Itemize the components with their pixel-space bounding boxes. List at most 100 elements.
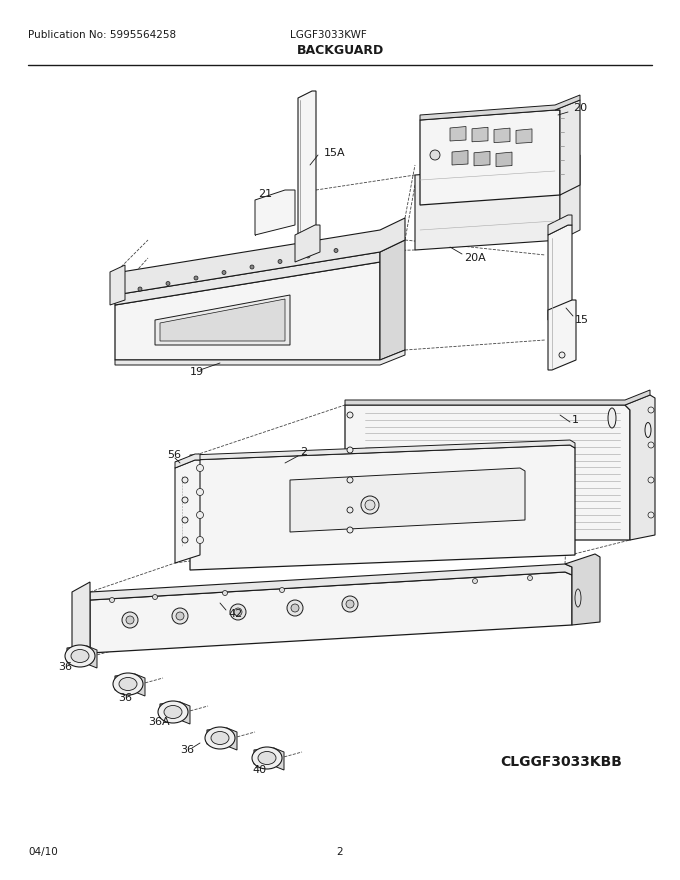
- Ellipse shape: [113, 673, 143, 695]
- Ellipse shape: [119, 678, 137, 691]
- Polygon shape: [72, 648, 90, 662]
- Circle shape: [334, 248, 338, 253]
- Ellipse shape: [65, 645, 95, 667]
- Polygon shape: [345, 390, 650, 405]
- Polygon shape: [452, 150, 468, 165]
- Ellipse shape: [71, 649, 89, 663]
- Polygon shape: [548, 300, 576, 370]
- Circle shape: [347, 507, 353, 513]
- Circle shape: [306, 254, 310, 258]
- Text: 04/10: 04/10: [28, 847, 58, 857]
- Circle shape: [138, 287, 142, 291]
- Polygon shape: [474, 151, 490, 165]
- Circle shape: [197, 488, 203, 495]
- Polygon shape: [180, 702, 190, 724]
- Text: Publication No: 5995564258: Publication No: 5995564258: [28, 30, 176, 40]
- Polygon shape: [175, 454, 200, 468]
- Circle shape: [361, 496, 379, 514]
- Circle shape: [648, 477, 654, 483]
- Polygon shape: [450, 127, 466, 141]
- Circle shape: [182, 477, 188, 483]
- Polygon shape: [494, 128, 510, 143]
- Ellipse shape: [211, 731, 229, 744]
- Polygon shape: [115, 262, 380, 360]
- Text: CLGGF3033KBB: CLGGF3033KBB: [500, 755, 622, 769]
- Polygon shape: [90, 564, 572, 600]
- Polygon shape: [87, 646, 97, 668]
- Text: 2: 2: [300, 447, 307, 457]
- Circle shape: [365, 500, 375, 510]
- Polygon shape: [565, 554, 600, 625]
- Ellipse shape: [205, 727, 235, 749]
- Polygon shape: [380, 240, 405, 360]
- Text: 19: 19: [190, 367, 204, 377]
- Text: 1: 1: [572, 415, 579, 425]
- Text: 20: 20: [573, 103, 587, 113]
- Circle shape: [430, 150, 440, 160]
- Polygon shape: [255, 190, 295, 235]
- Circle shape: [122, 612, 138, 628]
- Polygon shape: [548, 225, 572, 320]
- Circle shape: [648, 407, 654, 413]
- Polygon shape: [115, 674, 135, 692]
- Polygon shape: [516, 128, 532, 143]
- Circle shape: [234, 608, 242, 616]
- Circle shape: [347, 412, 353, 418]
- Ellipse shape: [575, 589, 581, 607]
- Circle shape: [182, 517, 188, 523]
- Polygon shape: [472, 128, 488, 142]
- Ellipse shape: [258, 752, 276, 765]
- Circle shape: [166, 282, 170, 285]
- Circle shape: [182, 497, 188, 503]
- Circle shape: [197, 511, 203, 518]
- Text: 36: 36: [180, 745, 194, 755]
- Circle shape: [559, 352, 565, 358]
- Circle shape: [346, 600, 354, 608]
- Text: 21: 21: [258, 189, 272, 199]
- Polygon shape: [290, 468, 525, 532]
- Polygon shape: [115, 218, 405, 295]
- Circle shape: [279, 588, 284, 592]
- Circle shape: [172, 608, 188, 624]
- Polygon shape: [496, 152, 512, 166]
- Circle shape: [152, 595, 158, 599]
- Polygon shape: [115, 252, 380, 305]
- Circle shape: [222, 590, 228, 596]
- Circle shape: [126, 616, 134, 624]
- Polygon shape: [345, 405, 630, 540]
- Ellipse shape: [645, 422, 651, 437]
- Circle shape: [347, 447, 353, 453]
- Polygon shape: [72, 582, 90, 662]
- Polygon shape: [160, 299, 285, 341]
- Text: 42: 42: [228, 609, 242, 619]
- Circle shape: [648, 512, 654, 518]
- Circle shape: [291, 604, 299, 612]
- Polygon shape: [190, 440, 575, 460]
- Text: 15: 15: [575, 315, 589, 325]
- Circle shape: [109, 598, 114, 603]
- Circle shape: [250, 265, 254, 269]
- Text: 40: 40: [252, 765, 266, 775]
- Polygon shape: [227, 728, 237, 750]
- Circle shape: [182, 537, 188, 543]
- Polygon shape: [254, 748, 274, 766]
- Text: 36: 36: [118, 693, 132, 703]
- Ellipse shape: [158, 701, 188, 723]
- Polygon shape: [67, 646, 87, 664]
- Text: 20A: 20A: [464, 253, 486, 263]
- Text: 15A: 15A: [324, 148, 345, 158]
- Circle shape: [230, 604, 246, 620]
- Polygon shape: [110, 265, 125, 305]
- Circle shape: [278, 260, 282, 263]
- Polygon shape: [190, 445, 575, 570]
- Circle shape: [473, 578, 477, 583]
- Circle shape: [287, 600, 303, 616]
- Polygon shape: [625, 395, 655, 540]
- Ellipse shape: [252, 747, 282, 769]
- Circle shape: [648, 442, 654, 448]
- Text: 36A: 36A: [148, 717, 169, 727]
- Polygon shape: [90, 572, 572, 653]
- Circle shape: [194, 276, 198, 280]
- Circle shape: [197, 537, 203, 544]
- Polygon shape: [155, 295, 290, 345]
